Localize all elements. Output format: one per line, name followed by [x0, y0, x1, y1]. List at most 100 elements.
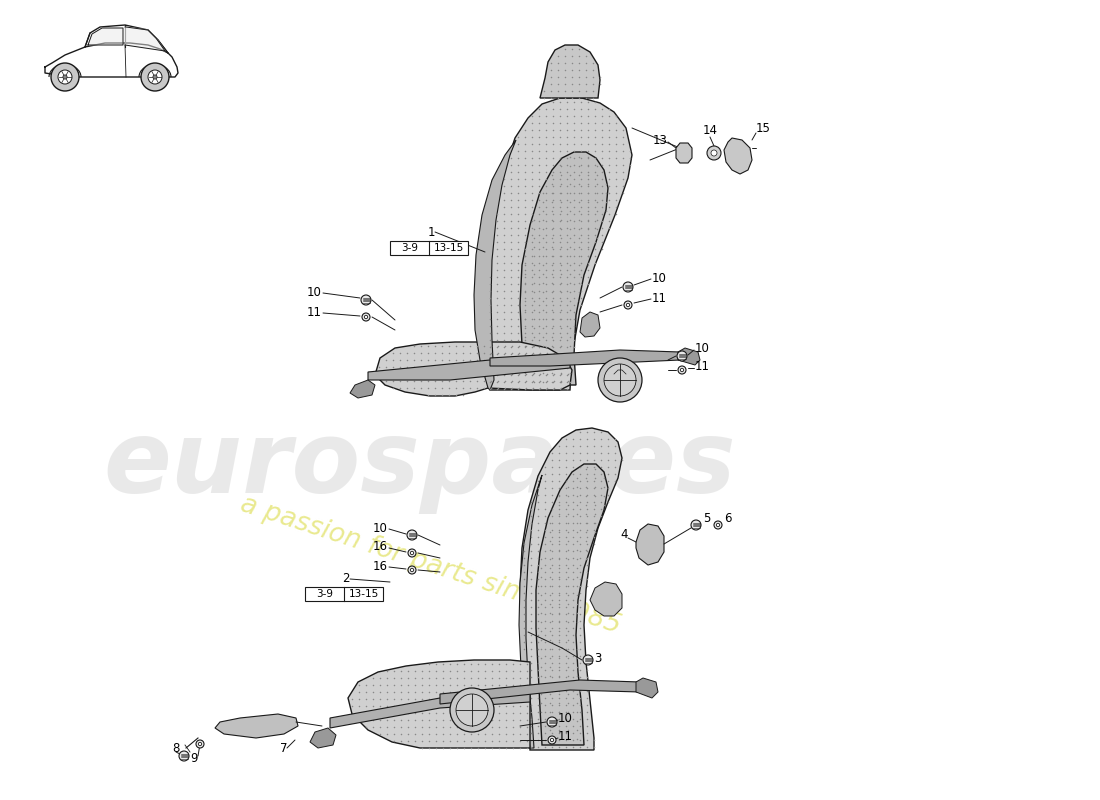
Point [530, 109, 548, 122]
Point [530, 277, 548, 290]
Point [578, 565, 595, 578]
Point [614, 130, 631, 143]
Circle shape [361, 295, 371, 305]
Point [427, 706, 444, 719]
Point [536, 698, 553, 711]
Point [536, 628, 553, 641]
Point [529, 593, 547, 606]
Point [563, 523, 581, 536]
Point [537, 361, 554, 374]
Point [482, 360, 499, 373]
Point [475, 353, 493, 366]
Text: 9: 9 [190, 751, 198, 765]
Point [563, 607, 581, 620]
Point [536, 600, 553, 613]
Point [412, 678, 430, 691]
Point [541, 633, 559, 646]
Point [536, 572, 553, 585]
Point [531, 705, 549, 718]
Point [537, 186, 554, 199]
Point [563, 63, 581, 76]
Point [552, 348, 570, 361]
Point [475, 685, 493, 698]
Point [593, 144, 611, 157]
Point [563, 439, 581, 452]
Point [516, 339, 534, 352]
Point [398, 353, 416, 366]
Point [620, 158, 638, 171]
Point [552, 231, 570, 244]
Point [469, 664, 486, 677]
Point [571, 593, 588, 606]
Point [600, 130, 617, 143]
Point [542, 544, 560, 557]
Point [578, 481, 595, 494]
Point [515, 579, 532, 592]
Point [502, 242, 519, 255]
Point [487, 368, 505, 381]
Point [558, 207, 575, 220]
Point [568, 588, 585, 601]
Point [576, 498, 594, 511]
Polygon shape [330, 692, 530, 728]
Point [563, 42, 581, 55]
Point [579, 193, 596, 206]
Point [572, 228, 590, 241]
Point [536, 726, 553, 739]
Point [509, 360, 527, 373]
Point [578, 432, 595, 445]
Point [592, 439, 609, 452]
Point [579, 159, 596, 172]
Point [508, 242, 526, 255]
Point [356, 699, 374, 712]
Point [564, 109, 582, 122]
Circle shape [707, 146, 721, 160]
Point [525, 303, 542, 316]
Point [579, 222, 596, 235]
Point [578, 670, 595, 683]
Point [534, 258, 551, 271]
Point [552, 249, 570, 262]
Point [453, 381, 471, 394]
Point [550, 660, 568, 673]
Point [521, 726, 539, 739]
Point [427, 671, 444, 684]
Point [550, 740, 568, 753]
Point [406, 699, 424, 712]
Point [405, 339, 422, 352]
Point [508, 228, 526, 241]
Point [487, 221, 505, 234]
Point [537, 354, 554, 367]
Point [447, 360, 464, 373]
Point [557, 621, 574, 634]
Point [543, 207, 561, 220]
Point [502, 347, 519, 360]
Point [587, 177, 605, 190]
Point [433, 713, 451, 726]
Point [564, 319, 582, 332]
Point [406, 664, 424, 677]
Point [571, 635, 588, 648]
Point [558, 305, 575, 318]
Point [563, 740, 581, 753]
Point [564, 165, 582, 178]
Point [482, 381, 499, 394]
Point [557, 628, 574, 641]
Point [585, 432, 603, 445]
Point [420, 706, 438, 719]
Point [510, 741, 528, 754]
Point [508, 172, 526, 185]
Point [576, 480, 594, 493]
Point [522, 172, 540, 185]
Point [572, 186, 590, 199]
Point [524, 360, 541, 373]
Point [510, 720, 528, 733]
Point [550, 687, 568, 700]
Point [518, 734, 536, 747]
Point [552, 303, 570, 316]
Point [585, 462, 603, 475]
Point [541, 687, 559, 700]
Point [509, 367, 527, 380]
Point [441, 664, 459, 677]
Polygon shape [88, 28, 123, 45]
